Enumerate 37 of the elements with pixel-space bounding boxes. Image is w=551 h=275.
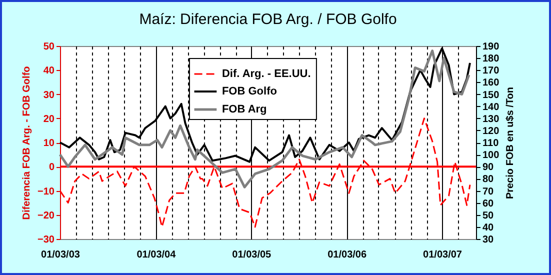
y2-tick-label: 70 bbox=[482, 186, 494, 198]
y-tick-label: −10 bbox=[38, 186, 55, 198]
y2-tick-label: 50 bbox=[482, 210, 494, 222]
legend-label: Dif. Arg. - EE.UU. bbox=[222, 68, 311, 80]
x-tick-label: 01/03/06 bbox=[328, 250, 367, 260]
y-tick-label: 50 bbox=[43, 42, 55, 52]
y2-tick-label: 140 bbox=[482, 102, 500, 113]
legend-label: FOB Golfo bbox=[222, 86, 278, 98]
y2-tick-label: 150 bbox=[482, 90, 500, 101]
y2-tick-label: 160 bbox=[482, 78, 500, 89]
y-tick-label: 30 bbox=[43, 90, 55, 101]
y2-tick-label: 110 bbox=[482, 138, 500, 149]
y-tick-label: −30 bbox=[38, 234, 55, 246]
y2-tick-label: 120 bbox=[482, 126, 500, 137]
y2-tick-label: 190 bbox=[482, 42, 500, 52]
x-tick-label: 01/03/03 bbox=[41, 250, 80, 260]
chart-title: Maíz: Diferencia FOB Arg. / FOB Golfo bbox=[139, 11, 397, 28]
y2-tick-label: 60 bbox=[482, 198, 494, 210]
x-tick-label: 01/03/05 bbox=[232, 250, 272, 260]
y-tick-label: 20 bbox=[43, 114, 55, 125]
y2-tick-label: 170 bbox=[482, 66, 500, 77]
y2-tick-label: 30 bbox=[482, 234, 494, 246]
y2-tick-label: 180 bbox=[482, 54, 500, 65]
legend-label: FOB Arg bbox=[222, 104, 267, 116]
y2-tick-label: 80 bbox=[482, 174, 494, 186]
x-tick-label: 01/03/07 bbox=[423, 250, 462, 260]
y2-tick-label: 100 bbox=[482, 150, 500, 162]
y2-axis-title: Precio FOB en u$s /Ton bbox=[505, 86, 516, 200]
y2-tick-label: 90 bbox=[482, 162, 494, 174]
y-axis-title: Diferencia FOB Arg. - FOB Golfo bbox=[22, 66, 33, 220]
y-tick-label: 10 bbox=[43, 138, 55, 149]
y2-tick-label: 40 bbox=[482, 222, 494, 234]
y-tick-label: −20 bbox=[38, 210, 55, 222]
y2-tick-label: 130 bbox=[482, 114, 500, 125]
x-tick-label: 01/03/04 bbox=[136, 250, 176, 260]
y-tick-label: 0 bbox=[48, 162, 55, 174]
y-tick-label: 40 bbox=[43, 66, 55, 77]
